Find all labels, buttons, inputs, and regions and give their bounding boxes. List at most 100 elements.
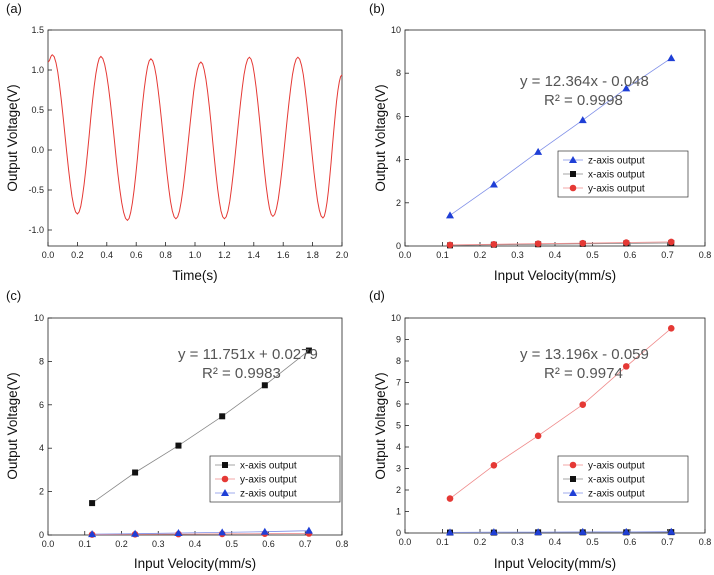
y-tick-label: 6 bbox=[396, 111, 401, 121]
fit-equation: y = 12.364x - 0.048 bbox=[520, 73, 649, 90]
data-point bbox=[667, 238, 675, 246]
legend-marker bbox=[570, 476, 576, 482]
legend: z-axis output x-axis output y-axis output bbox=[557, 150, 689, 198]
panel-label: (c) bbox=[6, 288, 21, 303]
y-tick-label: 2 bbox=[396, 198, 401, 208]
x-tick-label: 0.2 bbox=[474, 250, 487, 260]
x-tick-label: 0.1 bbox=[78, 539, 91, 549]
series-line-z-axis bbox=[449, 531, 672, 533]
x-tick-label: 0.6 bbox=[624, 537, 637, 547]
series-line-x-axis bbox=[449, 242, 672, 246]
fit-equation: y = 13.196x - 0.059 bbox=[520, 346, 649, 363]
fit-r-squared: R² = 0.9998 bbox=[544, 92, 623, 109]
x-tick-label: 0.8 bbox=[336, 539, 349, 549]
x-tick-label: 0.8 bbox=[699, 537, 712, 547]
legend-marker bbox=[569, 461, 577, 469]
data-point bbox=[261, 382, 268, 389]
data-point bbox=[534, 528, 543, 536]
data-point bbox=[446, 495, 454, 502]
y-tick-label: 8 bbox=[396, 356, 401, 366]
y-tick-label: 0.0 bbox=[31, 145, 44, 155]
x-tick-label: 0.2 bbox=[115, 539, 128, 549]
fit-r-squared: R² = 0.9974 bbox=[544, 365, 623, 382]
legend-entry: z-axis output bbox=[588, 489, 645, 500]
data-point bbox=[579, 401, 587, 408]
y-tick-label: 3 bbox=[396, 464, 401, 474]
y-tick-label: 4 bbox=[396, 442, 401, 452]
x-tick-label: 0.8 bbox=[159, 250, 172, 260]
legend-entry: y-axis output bbox=[588, 461, 645, 472]
y-tick-label: 4 bbox=[39, 443, 44, 453]
x-tick-label: 0.2 bbox=[474, 537, 487, 547]
data-point bbox=[489, 528, 498, 536]
legend-entry: x-axis output bbox=[240, 461, 297, 472]
x-tick-label: 0.0 bbox=[399, 250, 412, 260]
data-point bbox=[446, 528, 454, 536]
y-tick-label: 5 bbox=[396, 421, 401, 431]
data-point bbox=[579, 239, 587, 247]
y-axis-label: Output Voltage(V) bbox=[5, 84, 20, 191]
data-point bbox=[622, 84, 631, 92]
x-axis-label: Time(s) bbox=[172, 268, 217, 283]
panel-label: (b) bbox=[369, 1, 385, 16]
data-point bbox=[578, 527, 587, 535]
plot-frame bbox=[47, 29, 343, 247]
x-axis-label: Input Velocity(mm/s) bbox=[134, 556, 256, 571]
y-tick-label: 10 bbox=[391, 313, 401, 323]
legend-marker bbox=[569, 184, 577, 192]
x-tick-label: 1.0 bbox=[189, 250, 202, 260]
data-point bbox=[490, 240, 498, 248]
series-line bbox=[47, 54, 343, 222]
y-tick-label: 8 bbox=[39, 356, 44, 366]
x-tick-label: 0.5 bbox=[225, 539, 238, 549]
data-point bbox=[175, 442, 182, 449]
data-point bbox=[132, 469, 139, 476]
data-point bbox=[446, 211, 454, 219]
y-tick-label: 0.5 bbox=[31, 105, 44, 115]
x-tick-label: 0.5 bbox=[586, 250, 599, 260]
x-tick-label: 0.5 bbox=[586, 537, 599, 547]
data-point bbox=[534, 432, 542, 440]
y-tick-label: 0 bbox=[396, 528, 401, 538]
panel-a: 0.0 0.2 0.4 0.6 0.8 1.0 1.2 1.4 1.6 1.8 2.0 -1.0 -0.… bbox=[5, 1, 348, 283]
legend-entry: z-axis output bbox=[588, 156, 645, 167]
x-tick-label: 0.4 bbox=[549, 250, 562, 260]
series-line-z-axis bbox=[449, 57, 672, 216]
data-point bbox=[489, 180, 498, 188]
y-tick-label: 1.5 bbox=[31, 25, 44, 35]
legend-entry: z-axis output bbox=[240, 489, 297, 500]
data-point bbox=[174, 529, 183, 537]
x-tick-label: 0.2 bbox=[71, 250, 84, 260]
data-point bbox=[88, 530, 97, 538]
x-tick-label: 0.4 bbox=[189, 539, 202, 549]
legend: x-axis output y-axis output z-axis output bbox=[209, 455, 341, 503]
legend-entry: y-axis output bbox=[240, 475, 297, 486]
x-tick-label: 1.6 bbox=[277, 250, 290, 260]
data-point bbox=[305, 347, 312, 354]
x-tick-label: 0.6 bbox=[130, 250, 143, 260]
legend-entry: y-axis output bbox=[588, 184, 645, 195]
y-axis-label: Output Voltage(V) bbox=[373, 372, 388, 479]
data-point bbox=[446, 241, 454, 249]
series-line-y-axis bbox=[92, 533, 309, 535]
data-point bbox=[622, 363, 630, 370]
data-point bbox=[667, 325, 675, 332]
x-tick-label: 0.0 bbox=[399, 537, 412, 547]
legend: y-axis output x-axis output z-axis output bbox=[557, 455, 689, 503]
legend-marker bbox=[569, 156, 577, 163]
x-tick-label: 0.1 bbox=[436, 250, 449, 260]
data-point bbox=[490, 461, 498, 469]
series-line-x-axis bbox=[91, 350, 310, 504]
x-tick-label: 0.6 bbox=[262, 539, 275, 549]
x-axis-label: Input Velocity(mm/s) bbox=[494, 556, 616, 571]
x-tick-label: 0.0 bbox=[42, 250, 55, 260]
data-point bbox=[260, 527, 269, 535]
y-tick-label: 1.0 bbox=[31, 65, 44, 75]
y-tick-label: 1 bbox=[396, 507, 401, 517]
fit-equation: y = 11.751x + 0.0279 bbox=[178, 346, 318, 363]
x-tick-label: 0.8 bbox=[699, 250, 712, 260]
legend-marker bbox=[569, 489, 577, 496]
data-point bbox=[622, 527, 631, 535]
y-tick-label: 0 bbox=[39, 530, 44, 540]
